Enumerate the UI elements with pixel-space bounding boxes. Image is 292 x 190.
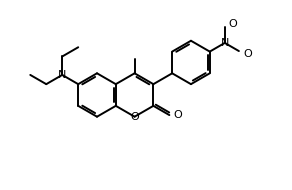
Text: N: N — [220, 38, 229, 48]
Text: O: O — [243, 49, 252, 59]
Text: O: O — [130, 112, 139, 122]
Text: O: O — [229, 19, 237, 29]
Text: O: O — [173, 110, 182, 120]
Text: N: N — [58, 70, 66, 80]
